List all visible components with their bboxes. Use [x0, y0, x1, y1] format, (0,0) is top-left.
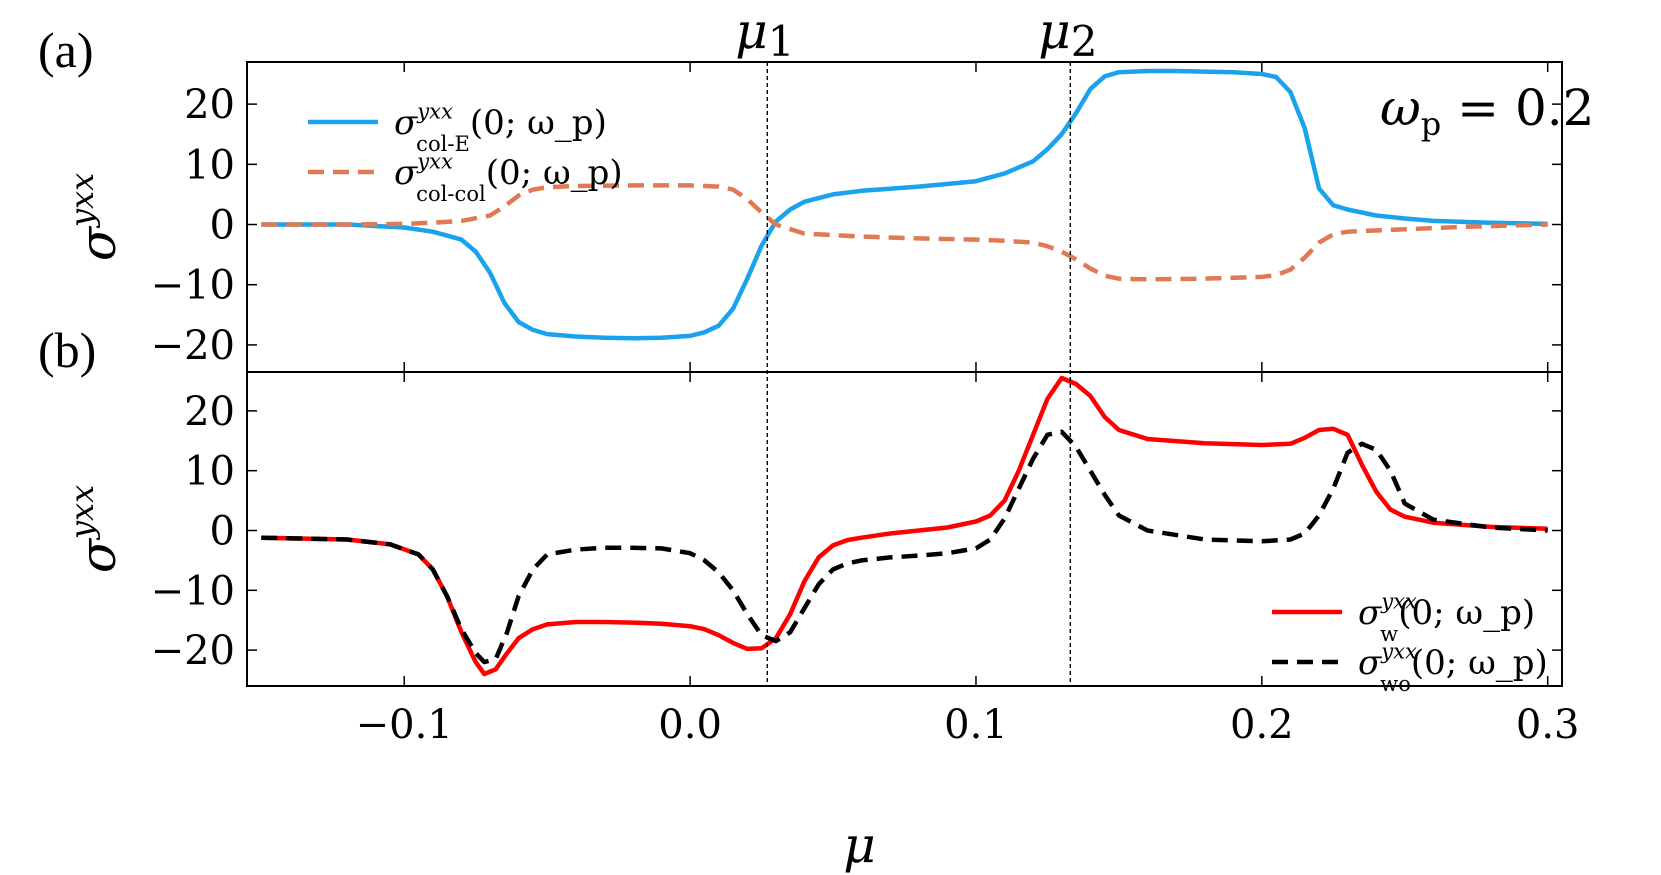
- x-tick-label: 0.2: [1230, 702, 1294, 748]
- x-tick-label: 0.1: [944, 702, 1008, 748]
- legend-label: σyxx col-E(0; ω_p): [394, 99, 607, 156]
- series-line-1: [261, 375, 1548, 677]
- y-tick-label: −20: [151, 323, 235, 369]
- plot-frame: [246, 371, 1563, 687]
- panel-label: (b): [38, 322, 96, 378]
- legend-label: σyxx wo(0; ω_p): [1358, 639, 1548, 696]
- panel-label: (a): [38, 22, 94, 78]
- vline-label-mu1: μ1: [735, 2, 794, 66]
- legend-label: σyxx col-col(0; ω_p): [394, 149, 623, 206]
- series-line-1: [261, 68, 1548, 341]
- y-tick-label: −10: [151, 263, 235, 309]
- x-axis-label: μ: [843, 816, 876, 874]
- panel-b: −20 −10 0 10 20 −0.1 0.0 0.1 0.2 0.3 σyxx (b): [38, 322, 1580, 748]
- y-axis-label: σyxx: [63, 173, 127, 261]
- x-tick-label: 0.0: [658, 702, 722, 748]
- panel-a: −20 −10 0 10 20 σyxx (a): [38, 22, 1563, 373]
- x-tick-label: −0.1: [356, 702, 453, 748]
- y-tick-label: −10: [151, 568, 235, 614]
- y-axis-label-text: σyxx: [63, 485, 127, 573]
- series-line-2: [261, 429, 1548, 665]
- y-tick-label: 20: [184, 82, 235, 128]
- y-axis-label-text: σyxx: [63, 173, 127, 261]
- y-tick-label: 0: [210, 508, 235, 554]
- omega-p-annotation: ωp = 0.2: [1380, 79, 1594, 143]
- y-tick-label: 10: [184, 449, 235, 495]
- overlay: μ μ1 μ2 ωp = 0.2 σyxx col-E(0; ω_p)σyxx col-co…: [308, 2, 1594, 874]
- legend-b: σyxx w(0; ω_p)σyxx wo(0; ω_p): [1272, 589, 1548, 696]
- x-tick-label: 0.3: [1516, 702, 1580, 748]
- vline-label-mu2: μ2: [1038, 2, 1097, 66]
- y-tick-label: −20: [151, 628, 235, 674]
- series-line-2: [261, 183, 1548, 282]
- y-axis-label: σyxx: [63, 485, 127, 573]
- legend-label: σyxx w(0; ω_p): [1358, 589, 1535, 646]
- y-tick-label: 0: [210, 203, 235, 249]
- y-tick-label: 20: [184, 389, 235, 435]
- y-tick-label: 10: [184, 142, 235, 188]
- legend-a: σyxx col-E(0; ω_p)σyxx col-col(0; ω_p): [308, 99, 623, 206]
